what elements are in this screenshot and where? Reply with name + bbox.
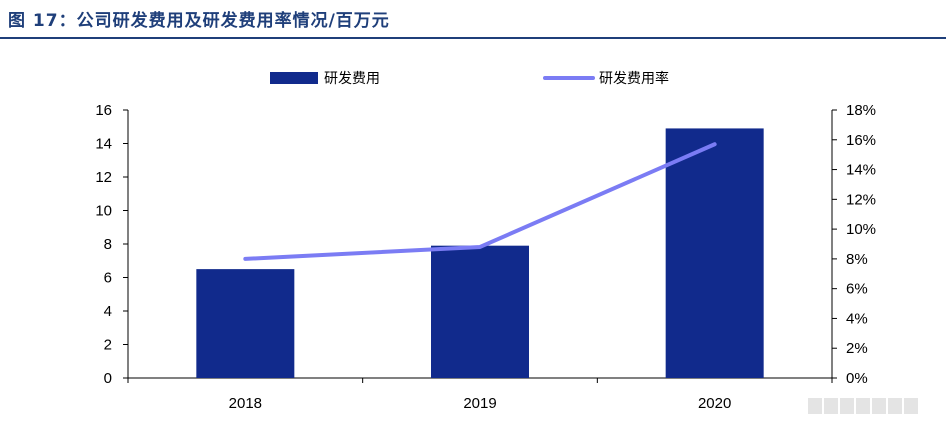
left-tick-label: 0 [104,370,112,387]
right-tick-label: 0% [846,370,868,387]
figure-title: 图 17：公司研发费用及研发费用率情况/百万元 [8,11,390,31]
legend-label-line: 研发费用率 [599,70,669,87]
right-tick-label: 10% [846,221,876,238]
watermark-logo [808,398,940,420]
right-tick-label: 14% [846,162,876,179]
bar-2019 [431,245,529,378]
x-tick-label: 2019 [463,395,496,412]
bar-2018 [196,269,295,378]
line-series-rd-rate [243,142,717,261]
left-tick-label: 8 [104,236,112,253]
right-tick-label: 2% [846,340,868,357]
right-tick-label: 8% [846,251,868,268]
title-divider [0,37,946,39]
left-tick-label: 4 [104,303,112,320]
left-tick-label: 12 [95,169,112,186]
left-tick-label: 2 [104,337,112,354]
x-tick-label: 2018 [229,395,262,412]
right-tick-label: 6% [846,281,868,298]
right-tick-label: 4% [846,310,868,327]
x-tick-label: 2020 [698,395,731,412]
right-tick-label: 18% [846,102,876,119]
left-tick-label: 6 [104,270,112,287]
left-tick-label: 10 [95,203,112,220]
left-tick-label: 14 [95,136,112,153]
right-tick-label: 12% [846,191,876,208]
left-tick-label: 16 [95,102,112,119]
right-tick-label: 16% [846,132,876,149]
bar-2020 [665,128,764,378]
legend-bar-swatch [270,72,318,84]
legend-label-bar: 研发费用 [324,71,380,87]
